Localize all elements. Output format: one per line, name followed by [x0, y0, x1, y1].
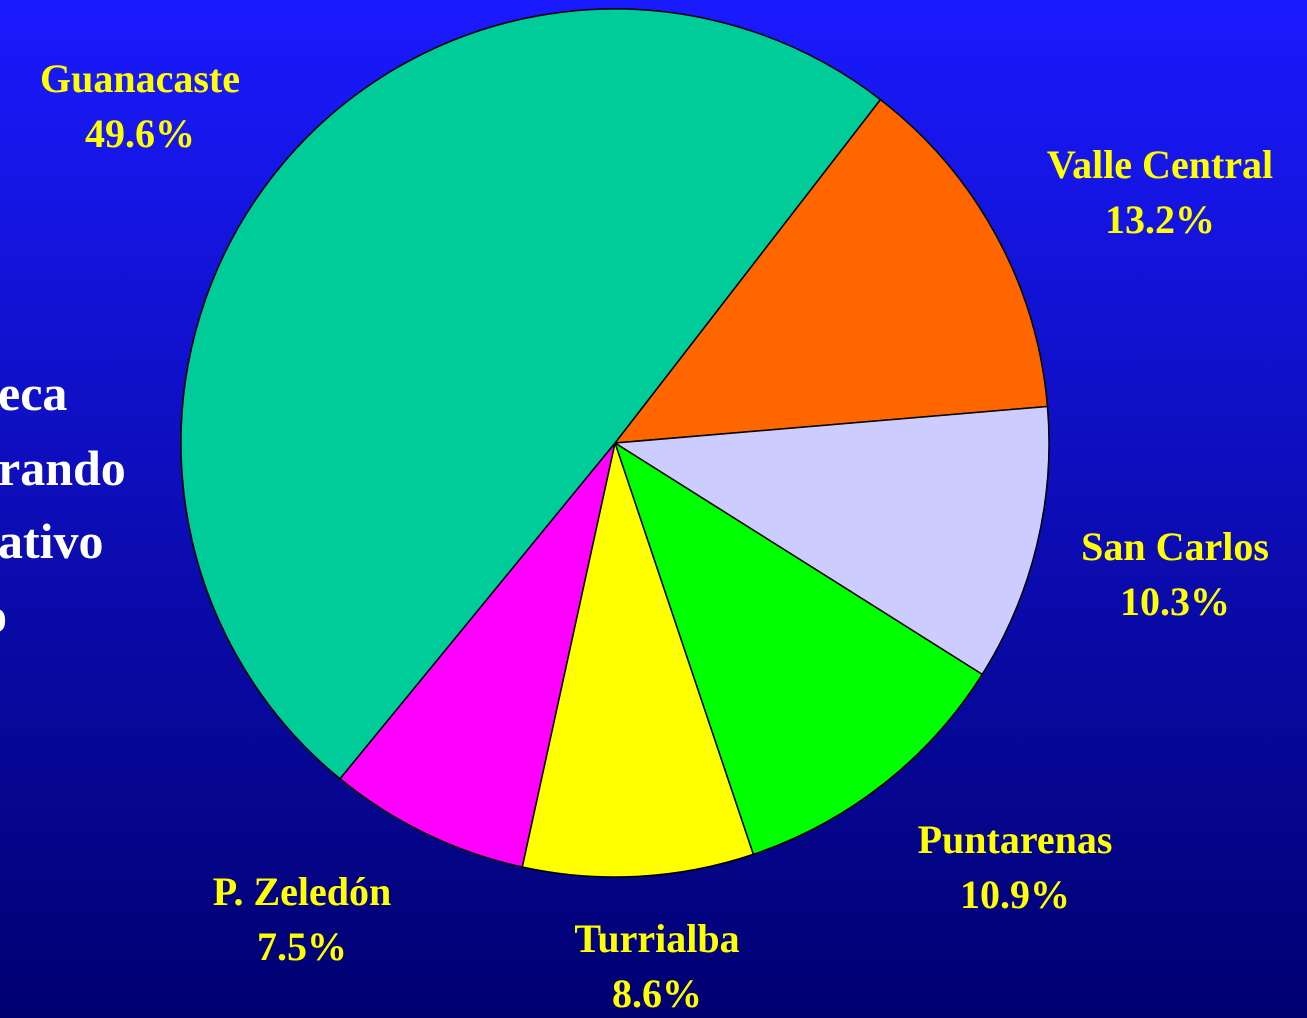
slice-label: Guanacaste — [40, 56, 240, 101]
slice-value-label: 49.6% — [85, 111, 195, 156]
slice-label: Valle Central — [1047, 142, 1273, 187]
slice-value-label: 8.6% — [612, 971, 702, 1016]
pie-slice — [180, 8, 882, 780]
annotation: rando — [0, 440, 126, 496]
slice-label: Puntarenas — [918, 817, 1113, 862]
annotation: ativo — [0, 513, 104, 569]
pie-slice — [521, 440, 755, 878]
pie-slice — [613, 98, 1049, 444]
slice-value-label: 10.9% — [960, 872, 1070, 917]
slice-label: San Carlos — [1081, 524, 1269, 569]
pie-slice — [612, 405, 1050, 676]
slice-value-label: 10.3% — [1120, 579, 1230, 624]
slice-label: Turrialba — [574, 916, 739, 961]
slice-label: P. Zeledón — [213, 869, 392, 914]
annotation: o — [0, 587, 7, 643]
slice-value-label: 7.5% — [257, 924, 347, 969]
annotation: eca — [0, 365, 67, 421]
pie-slice — [338, 442, 616, 868]
pie-slice — [613, 441, 984, 856]
slice-value-label: 13.2% — [1105, 197, 1215, 242]
